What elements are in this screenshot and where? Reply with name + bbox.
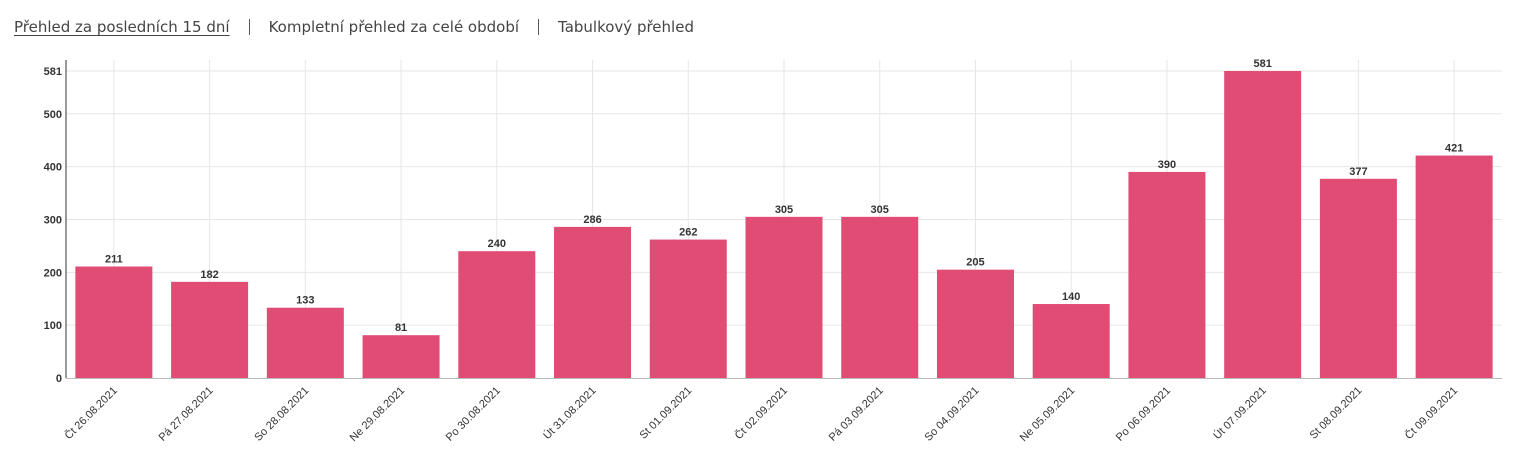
bar-value-label: 377 <box>1349 166 1367 178</box>
bar-value-label: 262 <box>679 227 697 239</box>
bar-value-label: 305 <box>775 204 793 216</box>
tab-separator <box>248 19 250 35</box>
bar[interactable] <box>554 226 632 378</box>
bar[interactable] <box>171 281 249 378</box>
x-tick-label: Ne 05.09.2021 <box>1018 385 1078 445</box>
bar-value-label: 286 <box>583 214 601 226</box>
bar[interactable] <box>1224 71 1302 378</box>
bar-value-label: 205 <box>966 257 984 269</box>
bar[interactable] <box>266 307 344 378</box>
y-tick-label: 581 <box>44 66 62 78</box>
y-tick-label: 300 <box>44 214 62 226</box>
bar[interactable] <box>1128 171 1206 378</box>
y-tick-label: 400 <box>44 162 62 174</box>
bar[interactable] <box>75 266 153 378</box>
bar-value-label: 305 <box>871 204 889 216</box>
bar-value-label: 182 <box>200 269 218 281</box>
view-tabs: Přehled za posledních 15 dní Kompletní p… <box>14 15 694 39</box>
x-tick-label: Po 06.09.2021 <box>1114 385 1173 444</box>
bar[interactable] <box>458 251 536 378</box>
bar-value-label: 133 <box>296 295 314 307</box>
bar-value-label: 211 <box>105 254 123 266</box>
y-tick-label: 200 <box>44 267 62 279</box>
x-tick-label: Čt 26.08.2021 <box>62 384 120 442</box>
x-tick-label: So 28.08.2021 <box>252 385 311 444</box>
bar[interactable] <box>649 239 727 378</box>
x-tick-label: Ne 29.08.2021 <box>348 385 408 445</box>
y-tick-label: 500 <box>44 109 62 121</box>
x-tick-label: Pá 27.08.2021 <box>157 385 216 444</box>
bar[interactable] <box>1032 304 1110 378</box>
x-tick-label: Po 30.08.2021 <box>444 385 503 444</box>
bar-value-label: 81 <box>395 322 407 334</box>
x-tick-label: Čt 02.09.2021 <box>732 384 790 442</box>
data-labels: 211 182 133 81 240 286 262 305 305 205 140 390 581 37… <box>105 58 1463 334</box>
bar[interactable] <box>936 269 1014 378</box>
x-tick-label: Čt 09.09.2021 <box>1402 384 1460 442</box>
x-tick-label: Pá 03.09.2021 <box>827 385 886 444</box>
bar[interactable] <box>841 216 919 378</box>
bar-value-label: 421 <box>1445 143 1463 155</box>
bar-value-label: 140 <box>1062 291 1080 303</box>
tab-last-15-days[interactable]: Přehled za posledních 15 dní <box>14 18 230 36</box>
x-tick-label: So 04.09.2021 <box>922 385 981 444</box>
y-tick-label: 0 <box>56 373 62 385</box>
y-tick-label: 100 <box>44 320 62 332</box>
bar[interactable] <box>1319 178 1397 378</box>
tab-table-overview[interactable]: Tabulkový přehled <box>558 18 694 36</box>
bar[interactable] <box>745 216 823 378</box>
tab-complete-overview[interactable]: Kompletní přehled za celé období <box>268 18 520 36</box>
tab-separator <box>538 19 540 35</box>
x-tick-label: Út 07.09.2021 <box>1211 384 1269 442</box>
x-tick-label: St 01.09.2021 <box>637 385 694 442</box>
bar-value-label: 581 <box>1253 58 1271 70</box>
bar[interactable] <box>1415 155 1493 378</box>
bar-value-label: 240 <box>488 238 506 250</box>
x-tick-label: Út 31.08.2021 <box>541 384 599 442</box>
bar-value-label: 390 <box>1158 159 1176 171</box>
bars <box>75 71 1493 378</box>
bar[interactable] <box>362 335 440 378</box>
x-tick-label: St 08.09.2021 <box>1308 385 1365 442</box>
